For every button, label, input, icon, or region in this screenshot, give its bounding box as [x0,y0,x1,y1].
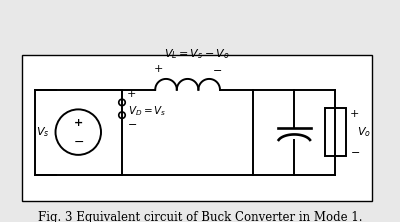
Bar [325,108,346,156]
Text: $-$: $-$ [212,64,222,74]
Text: +: + [74,118,83,128]
Text: $V_L = V_s - V_o$: $V_L = V_s - V_o$ [164,47,230,61]
Text: +: + [153,64,163,74]
Text: +: + [127,89,136,99]
Bar [22,55,372,201]
Text: $-$: $-$ [127,119,137,129]
Text: $V_o$: $V_o$ [357,125,371,139]
Text: Fig. 3 Equivalent circuit of Buck Converter in Mode 1.: Fig. 3 Equivalent circuit of Buck Conver… [38,211,362,222]
Text: $V_D = V_s$: $V_D = V_s$ [128,104,167,117]
Text: $V_s$: $V_s$ [36,125,50,139]
Text: $-$: $-$ [73,135,84,148]
Text: $-$: $-$ [350,146,360,156]
Text: +: + [350,109,360,119]
